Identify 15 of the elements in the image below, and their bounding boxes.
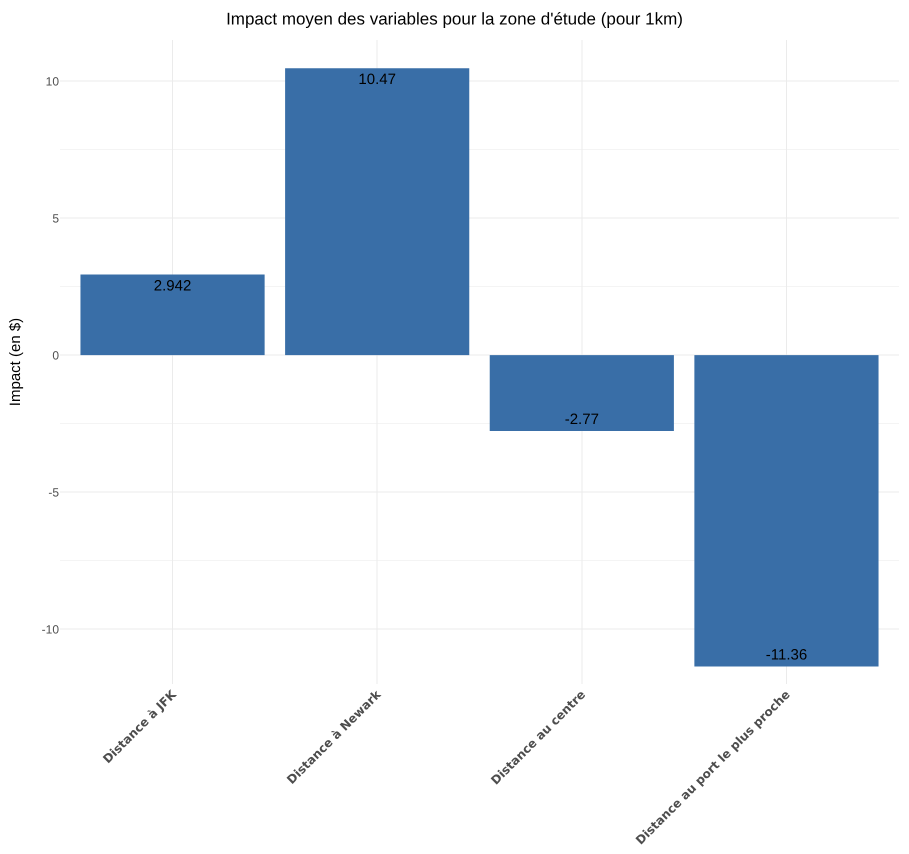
data-label: -11.36 [766, 646, 808, 664]
data-label: 10.47 [358, 71, 396, 88]
bar [285, 68, 470, 356]
y-tick-label: 0 [52, 348, 60, 362]
y-tick-label: -10 [42, 622, 60, 636]
chart-title: Impact moyen des variables pour la zone d'étude (pour 1km) [226, 10, 683, 29]
bar [80, 274, 265, 356]
data-label: 2.942 [154, 278, 192, 295]
y-tick-label: 10 [46, 74, 60, 88]
y-tick-label: 5 [52, 211, 60, 226]
y-tick-label: -5 [48, 485, 60, 500]
bar [490, 355, 674, 432]
y-axis-title: Impact (en $) [7, 318, 24, 406]
data-label: -2.77 [564, 411, 599, 428]
bar [694, 355, 879, 666]
